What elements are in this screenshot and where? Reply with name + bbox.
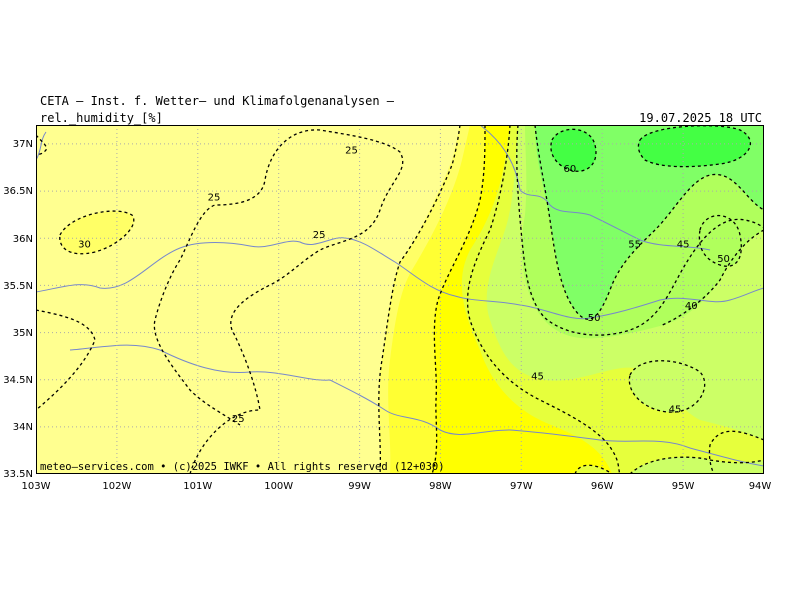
fill-60-65-a <box>550 129 596 172</box>
lon-label: 101W <box>183 481 212 492</box>
lon-label: 95W <box>672 481 695 492</box>
contour-value-label: 25 <box>345 145 358 156</box>
contour-value-label: 50 <box>717 254 730 265</box>
border-canadian <box>479 125 711 251</box>
contour-value-label: 30 <box>78 240 91 251</box>
contour-value-label: 40 <box>685 301 698 312</box>
lon-label: 97W <box>510 481 533 492</box>
border-red-river <box>36 237 764 320</box>
copyright-text: meteo–services.com • (c)2025 IWKF • All … <box>40 461 445 473</box>
lon-label: 96W <box>591 481 614 492</box>
contour-35 <box>378 125 461 474</box>
lon-label: 99W <box>348 481 371 492</box>
contour-labels: 25 25 25 25 30 60 55 45 50 50 40 45 45 <box>78 145 730 425</box>
lon-tick-labels: 103W 102W 101W 100W 99W 98W 97W 96W 95W … <box>22 481 772 492</box>
lat-label: 33.5N <box>3 469 33 480</box>
contour-value-label: 25 <box>313 230 326 241</box>
fill-50-pocket <box>699 215 742 267</box>
contour-60-a <box>550 128 597 172</box>
lat-label: 34.5N <box>3 375 33 386</box>
contour-value-label: 50 <box>588 313 601 324</box>
lon-label: 103W <box>22 481 51 492</box>
lat-label: 35N <box>13 328 33 339</box>
contour-value-label: 45 <box>669 405 682 416</box>
lat-label: 36.5N <box>3 186 33 197</box>
grid-layer <box>36 125 764 474</box>
fill-45-bottom <box>630 457 764 474</box>
contour-50-a <box>516 125 764 336</box>
contour-55 <box>534 125 764 320</box>
lon-label: 102W <box>102 481 131 492</box>
lat-label: 37N <box>13 139 33 150</box>
border-south <box>69 344 764 467</box>
lat-tick-labels: 37N 36.5N 36N 35.5N 35N 34.5N 34N 33.5N <box>3 139 33 480</box>
variable-label: rel._humidity_[%] <box>40 111 163 125</box>
fill-60-65-b <box>638 125 751 167</box>
contour-value-label: 60 <box>563 164 576 175</box>
border-north <box>36 131 47 161</box>
contour-25-b <box>36 309 96 411</box>
valid-datetime: 19.07.2025 18 UTC <box>639 111 762 125</box>
contour-layer <box>36 125 764 474</box>
map-fill-layer <box>36 125 764 474</box>
lat-label: 35.5N <box>3 281 33 292</box>
fill-30-west <box>59 211 134 254</box>
fill-40-bottom <box>575 465 612 474</box>
contour-value-label: 45 <box>677 240 690 251</box>
contour-value-label: 55 <box>628 240 641 251</box>
contour-45-c <box>659 229 764 327</box>
contour-40-bottom <box>574 464 613 474</box>
contour-value-label: 25 <box>208 192 221 203</box>
lat-label: 34N <box>13 422 33 433</box>
lon-label: 98W <box>429 481 452 492</box>
lon-label: 94W <box>749 481 772 492</box>
contour-45-b <box>628 360 706 413</box>
chart-title: CETA – Inst. f. Wetter– und Klimafolgena… <box>40 94 395 108</box>
fill-45-pocket <box>629 360 705 413</box>
contour-45-bottom <box>629 456 764 474</box>
contour-40-b <box>708 430 764 474</box>
fill-55-60 <box>535 125 764 320</box>
contour-25-c <box>36 134 48 156</box>
contour-value-label: 25 <box>232 414 245 425</box>
contour-30 <box>59 210 135 255</box>
contour-value-label: 45 <box>531 372 544 383</box>
lat-label: 36N <box>13 234 33 245</box>
contour-50-b <box>698 214 742 267</box>
lon-label: 100W <box>264 481 293 492</box>
